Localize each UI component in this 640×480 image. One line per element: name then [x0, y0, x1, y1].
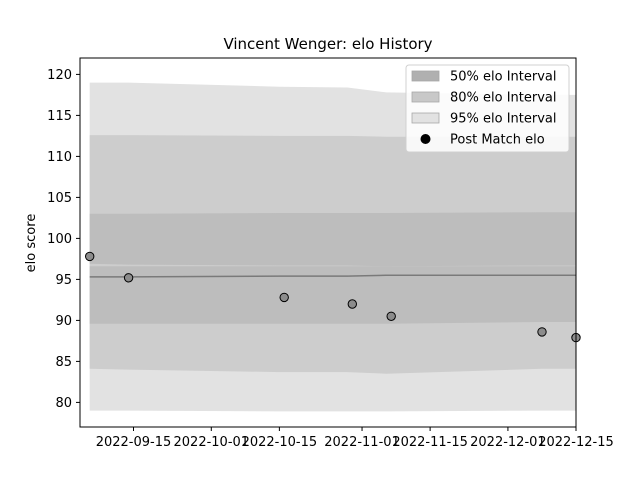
y-tick-label: 115 — [47, 109, 72, 124]
x-tick-label: 2022-10-01 — [174, 435, 250, 450]
x-tick-label: 2022-11-01 — [324, 435, 400, 450]
x-tick-label: 2022-12-01 — [470, 435, 546, 450]
legend: 50% elo Interval 80% elo Interval 95% elo … — [405, 64, 570, 153]
legend-label: Post Match elo — [450, 133, 545, 148]
legend-label: 95% elo Interval — [450, 112, 557, 127]
y-tick-label: 85 — [55, 355, 72, 370]
y-axis: 80 85 90 95 100 105 110 115 120 — [47, 68, 80, 411]
y-tick-label: 95 — [55, 273, 72, 288]
post-match-point — [537, 327, 547, 337]
x-tick-label: 2022-10-15 — [242, 435, 318, 450]
post-match-points — [85, 251, 581, 343]
band-2 — [89, 212, 576, 267]
y-tick-label: 90 — [55, 314, 72, 329]
interval-bands — [89, 82, 576, 412]
post-match-point — [279, 292, 289, 303]
y-tick-label: 110 — [47, 150, 72, 165]
post-match-point — [347, 299, 357, 309]
legend-marker — [420, 134, 431, 144]
y-tick-label: 120 — [47, 68, 72, 83]
post-match-point — [85, 251, 95, 262]
chart-title: Vincent Wenger: elo History — [223, 35, 432, 53]
x-tick-label: 2022-09-15 — [96, 435, 172, 450]
band-3 — [89, 266, 576, 324]
legend-label: 50% elo Interval — [450, 70, 557, 85]
y-tick-label: 80 — [55, 396, 72, 411]
legend-box — [405, 64, 570, 153]
legend-swatch — [411, 112, 440, 124]
plot-frame — [79, 57, 577, 428]
legend-label: 80% elo Interval — [450, 91, 557, 106]
legend-swatch — [411, 70, 440, 82]
y-tick-label: 105 — [47, 191, 72, 206]
x-tick-label: 2022-11-15 — [392, 435, 468, 450]
post-match-point — [123, 273, 134, 283]
x-tick-label: 2022-12-15 — [538, 435, 614, 450]
post-match-point — [386, 311, 396, 321]
y-axis-label: elo score — [24, 214, 39, 273]
legend-swatch — [411, 91, 440, 103]
y-tick-label: 100 — [47, 232, 72, 247]
